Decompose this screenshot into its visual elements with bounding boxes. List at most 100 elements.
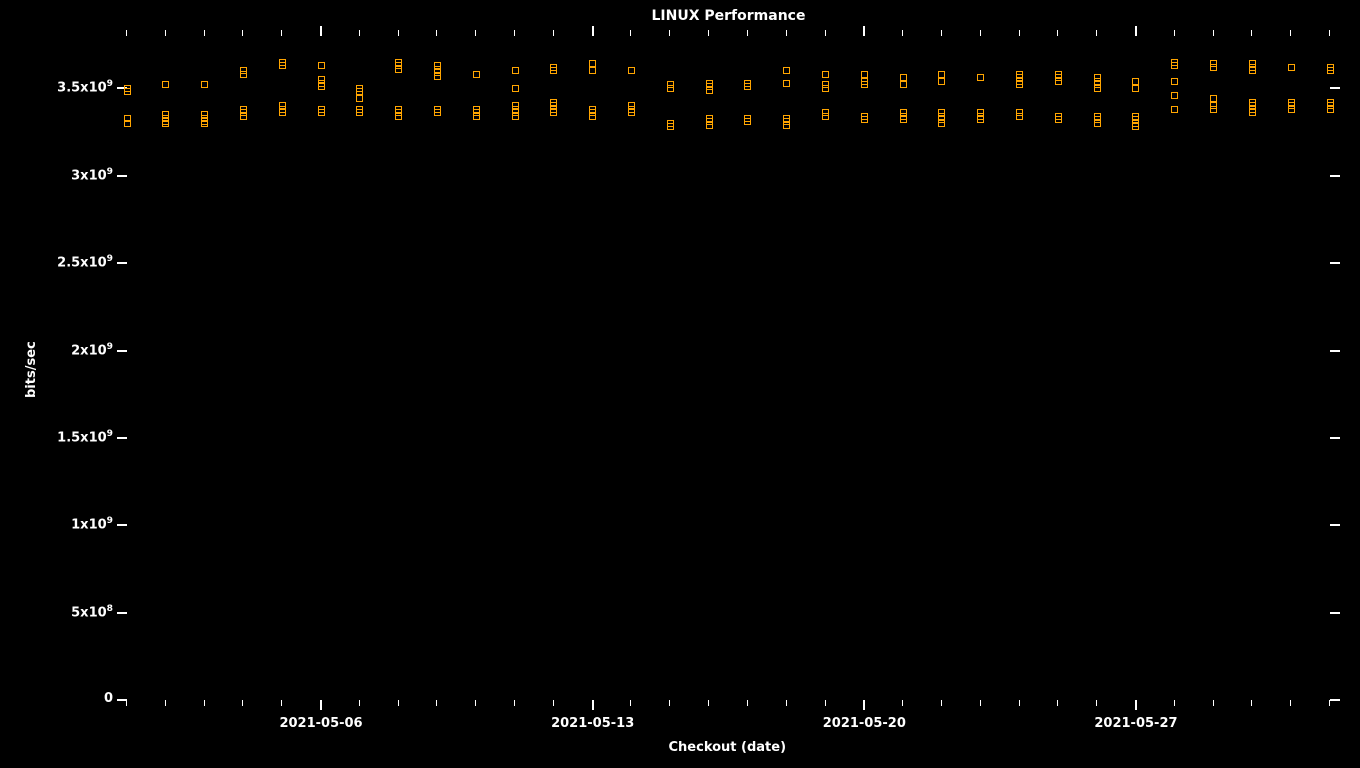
x-minor-tick-mark: [1329, 700, 1330, 706]
y-tick-mark: [117, 175, 127, 177]
data-point: [783, 67, 790, 74]
data-point: [318, 83, 325, 90]
data-point: [977, 74, 984, 81]
y-tick-mark: [1330, 262, 1340, 264]
x-tick-label: 2021-05-13: [551, 716, 634, 731]
data-point: [1327, 106, 1334, 113]
data-point: [706, 87, 713, 94]
x-tick-label: 2021-05-27: [1094, 716, 1177, 731]
x-minor-tick-mark: [1057, 700, 1058, 706]
y-tick-label: 2x109: [71, 342, 113, 358]
data-point: [550, 67, 557, 74]
y-tick-mark: [117, 262, 127, 264]
data-point: [822, 113, 829, 120]
data-point: [1055, 116, 1062, 123]
x-minor-tick-mark: [941, 30, 942, 36]
data-point: [318, 109, 325, 116]
data-point: [1327, 67, 1334, 74]
x-minor-tick-mark: [204, 30, 205, 36]
data-point: [628, 67, 635, 74]
x-major-tick-mark: [320, 26, 322, 36]
x-minor-tick-mark: [1213, 30, 1214, 36]
data-point: [162, 81, 169, 88]
x-minor-tick-mark: [1290, 700, 1291, 706]
data-point: [395, 113, 402, 120]
x-minor-tick-mark: [1057, 30, 1058, 36]
x-minor-tick-mark: [359, 30, 360, 36]
x-minor-tick-mark: [165, 30, 166, 36]
data-point: [1210, 95, 1217, 102]
chart-container: LINUX Performance Checkout (date) bits/s…: [0, 0, 1360, 768]
data-point: [667, 85, 674, 92]
y-tick-label: 5x108: [71, 604, 113, 620]
data-point: [279, 62, 286, 69]
data-point: [201, 81, 208, 88]
data-point: [512, 113, 519, 120]
x-minor-tick-mark: [165, 700, 166, 706]
x-minor-tick-mark: [825, 30, 826, 36]
x-minor-tick-mark: [281, 30, 282, 36]
x-minor-tick-mark: [1251, 30, 1252, 36]
x-minor-tick-mark: [708, 30, 709, 36]
data-point: [938, 71, 945, 78]
y-tick-mark: [1330, 350, 1340, 352]
data-point: [861, 71, 868, 78]
x-tick-label: 2021-05-06: [279, 716, 362, 731]
y-tick-mark: [1330, 175, 1340, 177]
x-minor-tick-mark: [747, 700, 748, 706]
chart-title: LINUX Performance: [649, 8, 809, 24]
y-axis-label: bits/sec: [24, 341, 39, 398]
data-point: [938, 120, 945, 127]
data-point: [706, 122, 713, 129]
data-point: [1094, 85, 1101, 92]
data-point: [124, 88, 131, 95]
x-minor-tick-mark: [281, 700, 282, 706]
x-minor-tick-mark: [126, 700, 127, 706]
x-minor-tick-mark: [786, 30, 787, 36]
x-minor-tick-mark: [980, 30, 981, 36]
x-minor-tick-mark: [553, 700, 554, 706]
y-tick-label: 1x109: [71, 516, 113, 532]
x-minor-tick-mark: [669, 700, 670, 706]
data-point: [1249, 109, 1256, 116]
x-minor-tick-mark: [1174, 30, 1175, 36]
x-minor-tick-mark: [980, 700, 981, 706]
data-point: [1132, 123, 1139, 130]
x-minor-tick-mark: [436, 30, 437, 36]
data-point: [512, 85, 519, 92]
y-tick-mark: [1330, 524, 1340, 526]
data-point: [162, 120, 169, 127]
data-point: [938, 78, 945, 85]
data-point: [356, 109, 363, 116]
data-point: [1210, 64, 1217, 71]
data-point: [900, 116, 907, 123]
data-point: [1055, 78, 1062, 85]
x-minor-tick-mark: [553, 30, 554, 36]
x-major-tick-mark: [592, 26, 594, 36]
x-minor-tick-mark: [204, 700, 205, 706]
data-point: [356, 95, 363, 102]
data-point: [900, 74, 907, 81]
y-tick-label: 2.5x109: [57, 254, 113, 270]
data-point: [395, 66, 402, 73]
data-point: [434, 73, 441, 80]
x-major-tick-mark: [863, 700, 865, 710]
data-point: [744, 83, 751, 90]
x-axis-label: Checkout (date): [669, 740, 787, 755]
data-point: [201, 120, 208, 127]
x-minor-tick-mark: [1019, 30, 1020, 36]
y-tick-mark: [117, 612, 127, 614]
data-point: [783, 80, 790, 87]
x-major-tick-mark: [592, 700, 594, 710]
y-tick-mark: [1330, 437, 1340, 439]
y-tick-mark: [117, 350, 127, 352]
data-point: [744, 118, 751, 125]
x-minor-tick-mark: [786, 700, 787, 706]
x-minor-tick-mark: [1213, 700, 1214, 706]
x-minor-tick-mark: [1251, 700, 1252, 706]
x-major-tick-mark: [1135, 26, 1137, 36]
data-point: [356, 88, 363, 95]
x-minor-tick-mark: [514, 700, 515, 706]
x-minor-tick-mark: [436, 700, 437, 706]
x-minor-tick-mark: [902, 30, 903, 36]
